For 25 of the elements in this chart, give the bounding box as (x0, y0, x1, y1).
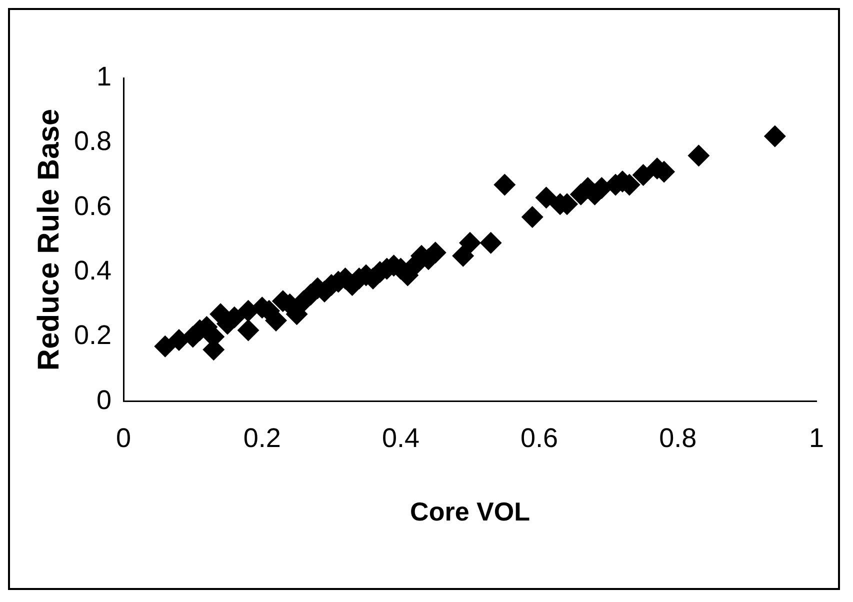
point (452, 244, 474, 267)
point (237, 319, 260, 342)
point (154, 335, 176, 358)
y-tick-label: 0.8 (74, 126, 112, 156)
y-tick-label: 0.6 (74, 190, 112, 221)
y-tick-label: 0 (96, 384, 112, 415)
point (764, 125, 786, 148)
x-tick-label: 0.8 (659, 423, 697, 454)
point (521, 206, 544, 228)
y-tick-label: 0.4 (74, 255, 112, 286)
x-tick-label: 0.4 (382, 423, 420, 454)
x-tick-label: 0.2 (243, 423, 281, 454)
point (480, 232, 502, 254)
point (632, 164, 654, 186)
point (535, 186, 558, 209)
y-tick-label: 0.2 (74, 320, 112, 350)
x-axis-title: Core VOL (410, 496, 530, 527)
y-axis-title: Reduce Rule Base (32, 108, 66, 371)
x-tick-label: 1 (808, 423, 824, 454)
point (688, 144, 710, 167)
point (459, 232, 482, 254)
x-tick-label: 0 (116, 423, 132, 454)
x-tick-label: 0.6 (520, 423, 558, 454)
point (494, 174, 516, 196)
y-tick-label: 1 (96, 61, 112, 92)
